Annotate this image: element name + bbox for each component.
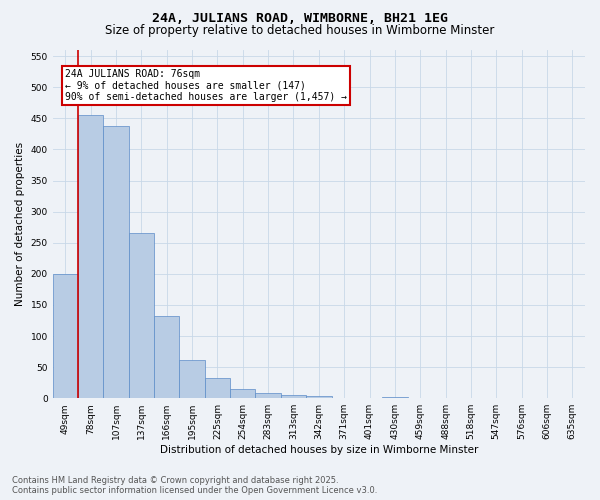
Text: Contains HM Land Registry data © Crown copyright and database right 2025.
Contai: Contains HM Land Registry data © Crown c… (12, 476, 377, 495)
Bar (230, 389, 256, 398)
Text: 24A JULIANS ROAD: 76sqm
← 9% of detached houses are smaller (147)
90% of semi-de: 24A JULIANS ROAD: 76sqm ← 9% of detached… (65, 68, 347, 102)
Bar (78, 116, 103, 398)
Bar (382, 397, 407, 398)
Bar (129, 234, 154, 398)
Bar (306, 396, 332, 398)
Bar (205, 378, 230, 398)
X-axis label: Distribution of detached houses by size in Wimborne Minster: Distribution of detached houses by size … (160, 445, 478, 455)
Bar (281, 395, 306, 398)
Text: Size of property relative to detached houses in Wimborne Minster: Size of property relative to detached ho… (106, 24, 494, 37)
Text: 24A, JULIANS ROAD, WIMBORNE, BH21 1EG: 24A, JULIANS ROAD, WIMBORNE, BH21 1EG (152, 12, 448, 26)
Bar (179, 360, 205, 398)
Bar (103, 126, 129, 398)
Bar (256, 393, 281, 398)
Bar (154, 316, 179, 398)
Bar (53, 274, 78, 398)
Y-axis label: Number of detached properties: Number of detached properties (15, 142, 25, 306)
